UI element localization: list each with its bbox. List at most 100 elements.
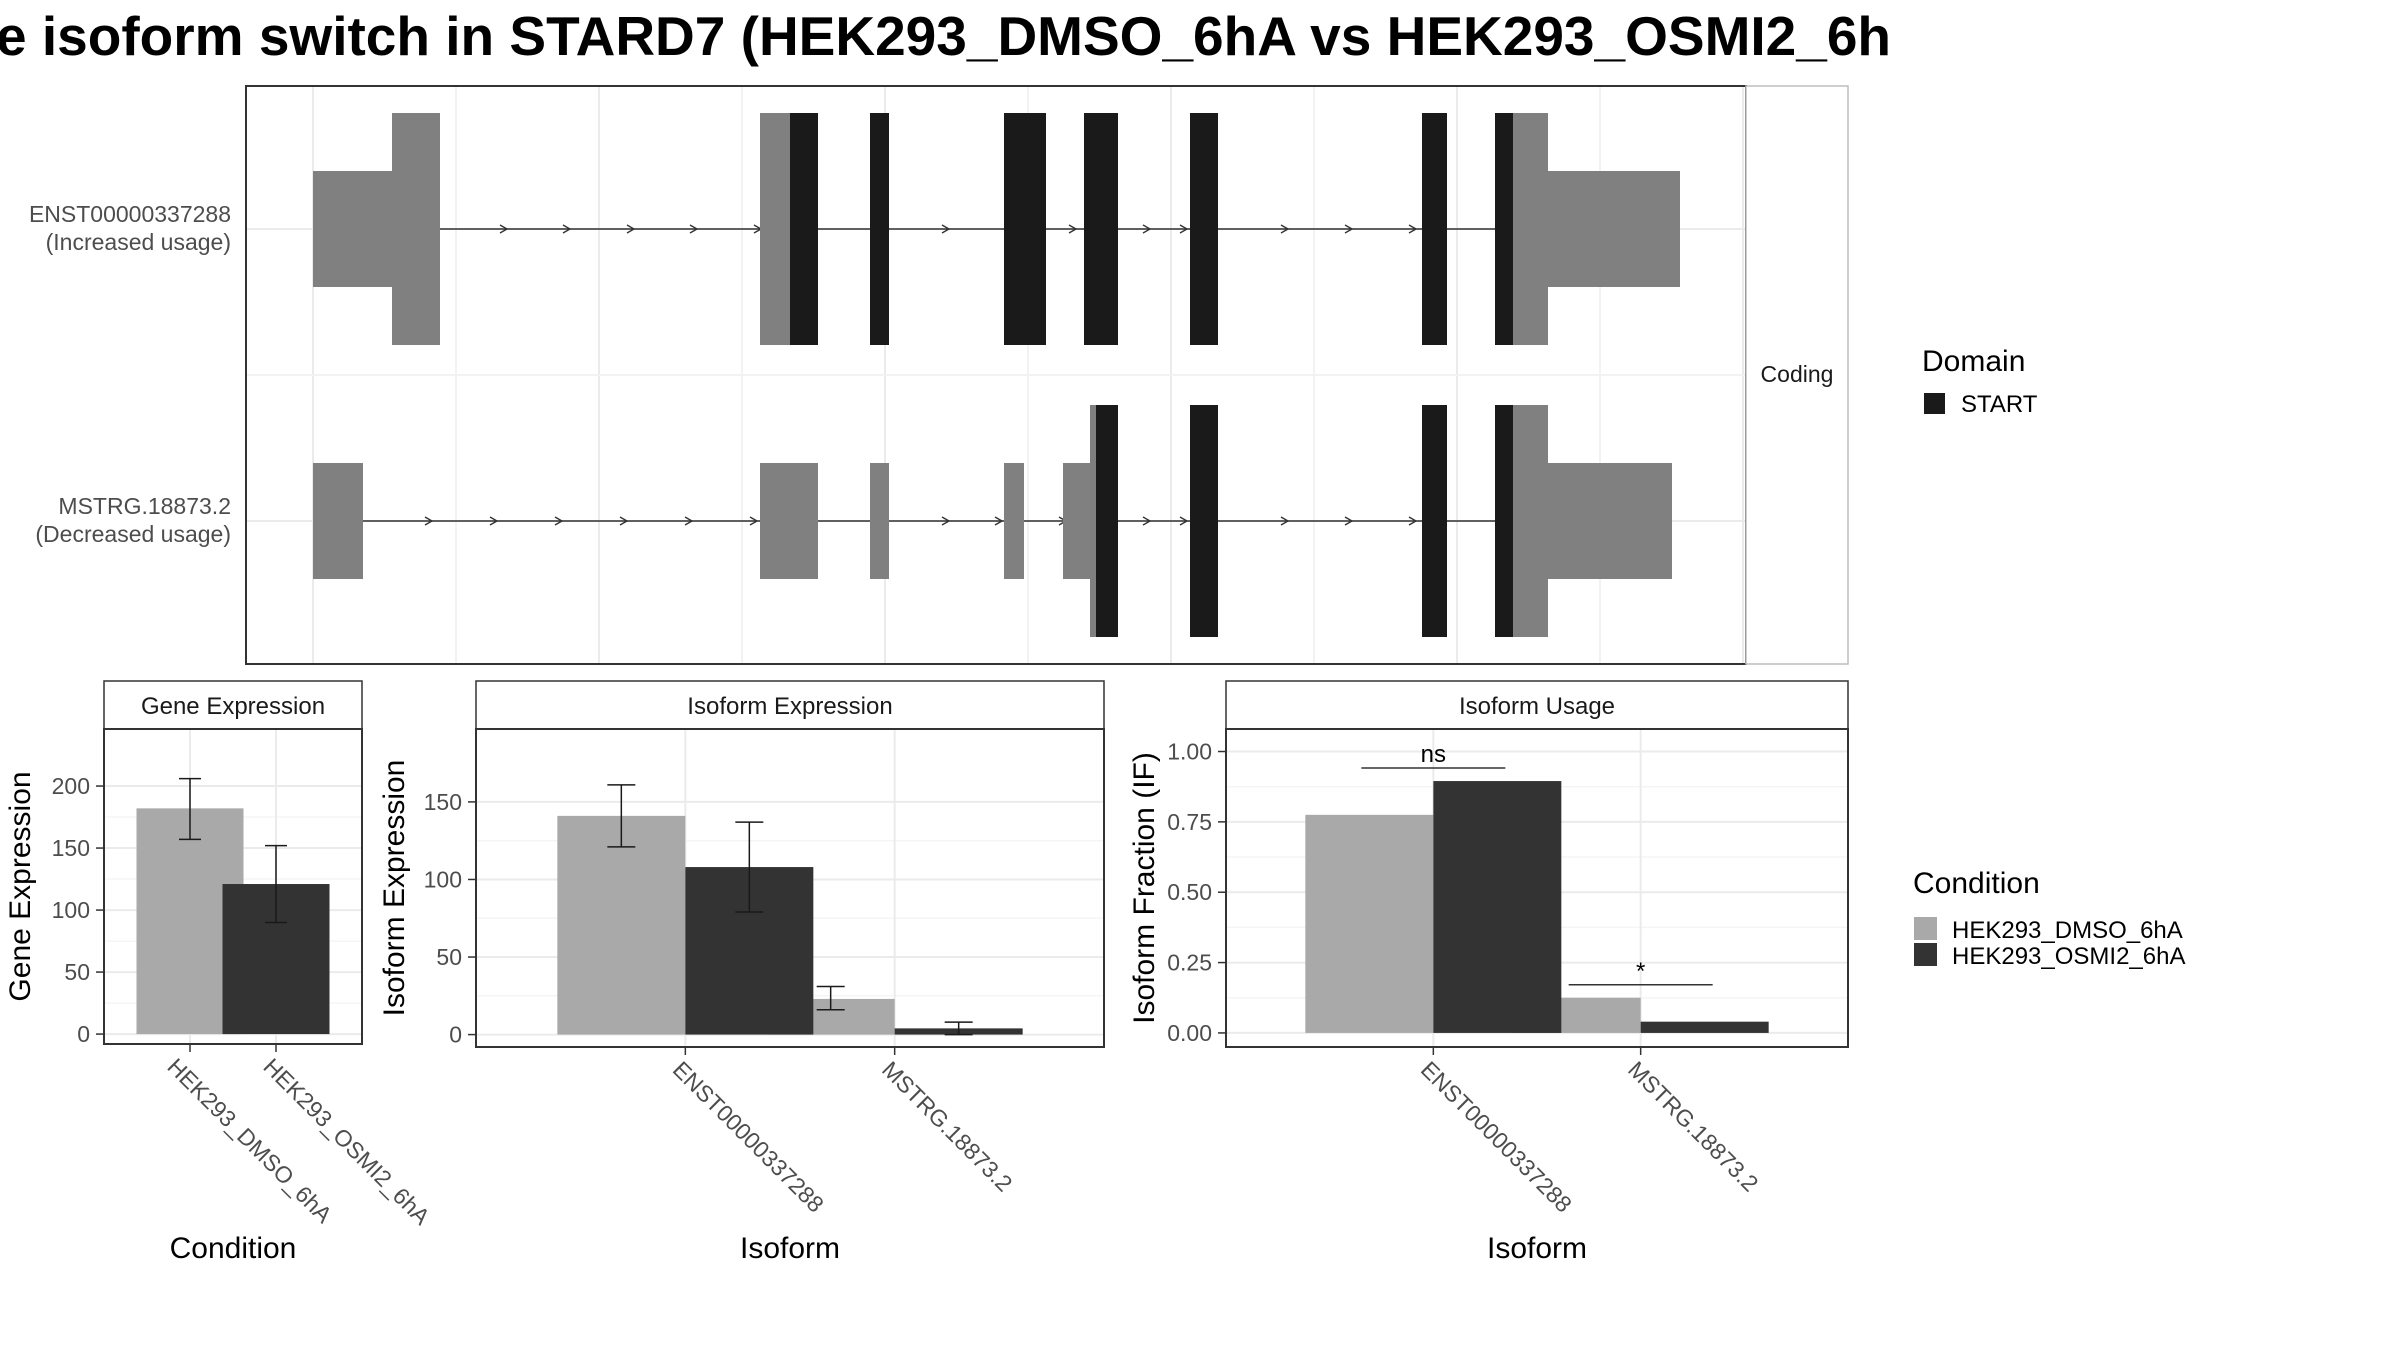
utr-exon (1004, 463, 1024, 579)
x-axis-title: Isoform (740, 1232, 840, 1265)
y-tick-label: 0.50 (1167, 879, 1212, 905)
panel-title: Isoform Expression (687, 693, 892, 720)
structure-strip (1745, 85, 1849, 665)
panel-title: Gene Expression (141, 693, 325, 720)
condition-legend-label-dmso: HEK293_DMSO_6hA (1952, 917, 2183, 944)
utr-exon (1513, 171, 1680, 287)
x-axis-title: Isoform (1487, 1232, 1587, 1265)
transcript-label-1: ENST00000337288 (29, 201, 231, 227)
y-tick-label: 100 (424, 866, 462, 892)
error-bar (607, 784, 636, 848)
y-axis-title: Isoform Expression (378, 760, 411, 1017)
error-bar (816, 985, 845, 1011)
bar-HEK293_DMSO_6hA-ENST00000337288 (1305, 814, 1434, 1033)
y-tick-label: 50 (64, 959, 90, 985)
utr-exon (870, 463, 889, 579)
y-tick-label: 50 (436, 944, 462, 970)
strand-arrow (1344, 224, 1354, 234)
y-tick-label: 0.75 (1167, 809, 1212, 835)
y-tick-label: 150 (52, 835, 90, 861)
strand-arrow (689, 224, 699, 234)
strand-arrow (499, 224, 509, 234)
strand-arrow (1068, 224, 1078, 234)
strand-arrow (489, 516, 499, 526)
domain-legend-label-start: START (1961, 391, 2038, 418)
domain-legend: Domain START (1922, 345, 2038, 418)
condition-legend-key-dmso (1914, 917, 1937, 940)
y-tick-label: 150 (424, 789, 462, 815)
coding-exon (1190, 405, 1218, 637)
strand-arrow (619, 516, 629, 526)
y-tick-label: 0 (77, 1021, 90, 1047)
strand-arrow (941, 516, 951, 526)
strand-arrow (562, 224, 572, 234)
domain-legend-key-start (1924, 393, 1945, 414)
structure-tracks (313, 113, 1680, 637)
strand-arrow (1179, 224, 1189, 234)
panel-border (475, 728, 1105, 1048)
bar-HEK293_OSMI2_6hA-MSTRG.18873.2 (1640, 1021, 1769, 1033)
transcript-usage-2: (Decreased usage) (35, 521, 231, 547)
strand-arrow (1142, 516, 1152, 526)
transcript-usage-1: (Increased usage) (46, 229, 231, 255)
x-axis-title: Condition (170, 1232, 297, 1265)
coding-exon (1495, 405, 1513, 637)
panel-border (1225, 728, 1849, 1048)
strand-arrow (1344, 516, 1354, 526)
coding-exon (870, 113, 889, 345)
utr-exon (313, 463, 363, 579)
coding-exon (790, 113, 818, 345)
strand-arrow (994, 516, 1004, 526)
panel-title: Isoform Usage (1459, 693, 1615, 720)
coding-exon (1084, 113, 1118, 345)
coding-exon (1096, 405, 1118, 637)
y-axis-title: Gene Expression (4, 771, 37, 1001)
y-tick-label: 200 (52, 773, 90, 799)
error-bar (265, 844, 287, 924)
transcript-label-2: MSTRG.18873.2 (58, 493, 231, 519)
structure-strip-label: Coding (1761, 361, 1834, 387)
strand-arrow (554, 516, 564, 526)
utr-exon (760, 463, 818, 579)
coding-exon (1495, 113, 1513, 345)
condition-legend-key-osmi (1914, 943, 1937, 966)
y-tick-label: 0 (449, 1022, 462, 1048)
strand-arrow (1280, 224, 1290, 234)
transcript-structure-panel: Coding ENST00000337288 (Increased usage)… (29, 85, 1849, 665)
y-tick-label: 1.00 (1167, 739, 1212, 765)
coding-exon (1422, 113, 1447, 345)
figure-title: e isoform switch in STARD7 (HEK293_DMSO_… (0, 5, 1891, 67)
panel-strip (103, 680, 363, 730)
condition-legend: Condition HEK293_DMSO_6hA HEK293_OSMI2_6… (1913, 867, 2185, 970)
y-tick-label: 0.00 (1167, 1020, 1212, 1046)
strand-arrow (1408, 516, 1418, 526)
bar-HEK293_OSMI2_6hA-ENST00000337288 (1433, 781, 1562, 1033)
utr-exon (1063, 463, 1092, 579)
strand-arrow (1142, 224, 1152, 234)
strand-arrow (424, 516, 434, 526)
strand-arrow (941, 224, 951, 234)
strand-arrow (684, 516, 694, 526)
y-tick-label: 0.25 (1167, 950, 1212, 976)
y-tick-label: 100 (52, 897, 90, 923)
utr-exon (760, 113, 790, 345)
error-bar (179, 777, 201, 841)
error-bar (735, 821, 764, 913)
coding-exon (1004, 113, 1046, 345)
gene-expression-panel: Gene Expression050100150200HEK293_DMSO_6… (4, 680, 436, 1265)
strand-arrow (749, 516, 759, 526)
strand-arrow (1179, 516, 1189, 526)
utr-exon (392, 113, 440, 345)
strand-arrow (1408, 224, 1418, 234)
y-axis-title: Isoform Fraction (IF) (1128, 752, 1161, 1024)
coding-exon (1190, 113, 1218, 345)
condition-legend-title: Condition (1913, 867, 2040, 900)
significance-label: ns (1421, 741, 1446, 768)
error-bar (944, 1021, 973, 1036)
panel-border (103, 728, 363, 1045)
bar-HEK293_DMSO_6hA-ENST00000337288 (557, 815, 686, 1035)
significance-label: * (1636, 958, 1645, 985)
domain-legend-title: Domain (1922, 345, 2025, 378)
coding-exon (1422, 405, 1447, 637)
